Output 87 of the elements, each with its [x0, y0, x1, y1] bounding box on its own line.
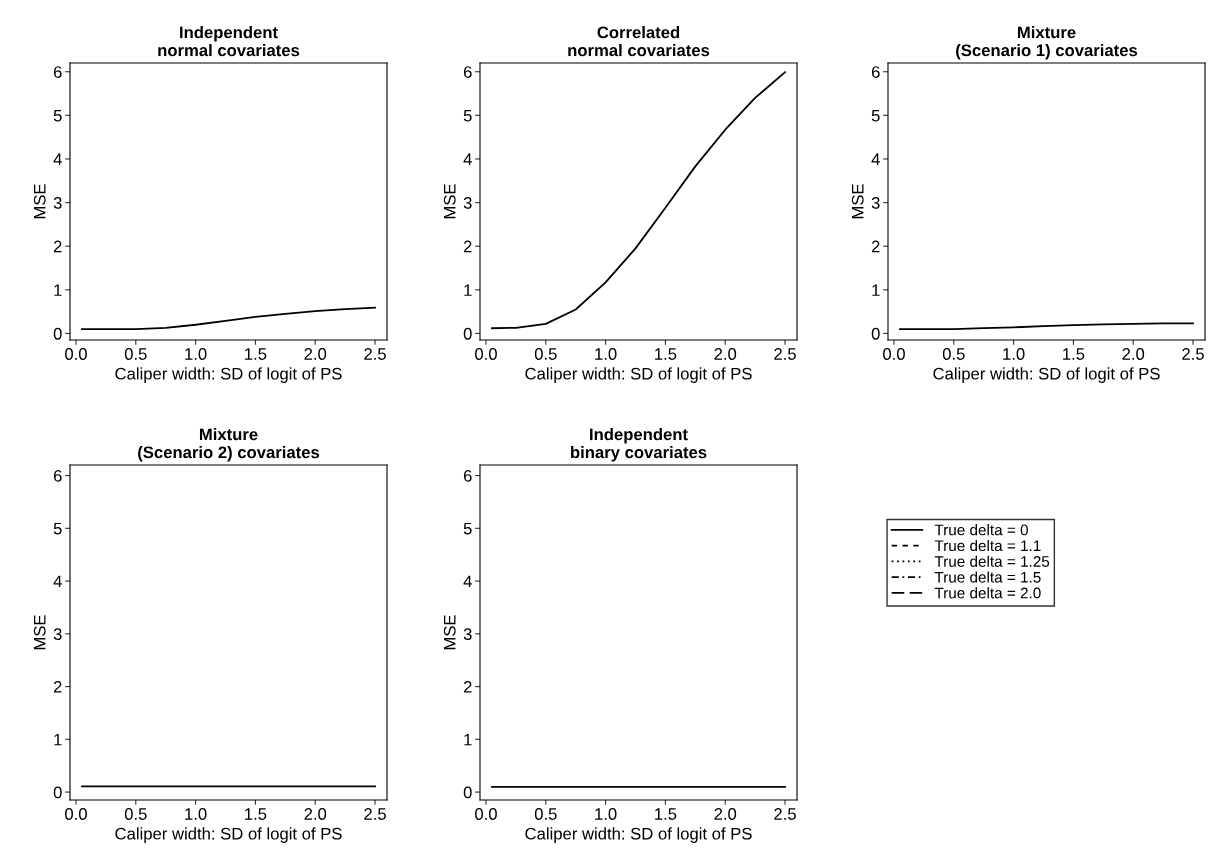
- x-tick-label: 0.0: [65, 348, 87, 360]
- x-axis-title: Caliper width: SD of logit of PS: [115, 367, 342, 383]
- y-tick-label: 0: [871, 327, 880, 340]
- legend-label: True delta = 1.5: [934, 571, 1041, 583]
- x-tick-label: 2.5: [364, 808, 386, 820]
- y-tick-label: 3: [53, 196, 62, 209]
- y-tick-label: 6: [871, 66, 880, 78]
- chart-title: Independent binary covariates: [571, 428, 707, 462]
- x-tick-label: 1.0: [1003, 348, 1025, 360]
- x-tick-label: 1.0: [185, 808, 207, 820]
- x-tick-label: 1.5: [1063, 348, 1085, 360]
- chart-title: Mixture (Scenario 2) covariates: [138, 428, 320, 462]
- x-axis-title: Caliper width: SD of logit of PS: [525, 827, 752, 843]
- y-tick-label: 1: [464, 284, 472, 296]
- x-tick-label: 2.5: [774, 348, 796, 360]
- y-tick-label: 4: [53, 153, 62, 166]
- y-axis-title: MSE: [33, 184, 46, 219]
- x-tick-label: 0.5: [534, 808, 557, 820]
- y-tick-label: 6: [463, 469, 472, 482]
- y-tick-label: 4: [463, 575, 472, 588]
- x-tick-label: 2.0: [714, 348, 737, 360]
- y-tick-label: 3: [463, 196, 472, 209]
- x-tick-label: 0.5: [124, 348, 147, 360]
- y-tick-label: 2: [871, 240, 880, 253]
- line-series: [81, 306, 376, 330]
- x-tick-label: 0.0: [65, 808, 87, 820]
- x-axis-title: Caliper width: SD of logit of PS: [933, 367, 1160, 383]
- x-tick-label: 1.5: [655, 348, 677, 360]
- y-tick-label: 5: [53, 522, 62, 535]
- x-axis-title: Caliper width: SD of logit of PS: [525, 367, 752, 383]
- x-tick-label: 0.5: [534, 348, 557, 360]
- x-tick-label: 1.0: [595, 808, 617, 820]
- x-tick-label: 2.0: [304, 348, 327, 360]
- legend-label: True delta = 1.25: [934, 555, 1050, 567]
- y-tick-label: 5: [871, 109, 880, 122]
- x-axis-title: Caliper width: SD of logit of PS: [115, 827, 342, 843]
- x-tick-label: 2.0: [1122, 348, 1145, 360]
- chart-title: Independent normal covariates: [158, 26, 300, 57]
- y-axis-title: MSE: [33, 615, 46, 650]
- y-axis-title: MSE: [443, 615, 456, 650]
- y-axis-title: MSE: [851, 184, 864, 219]
- y-tick-label: 1: [54, 284, 62, 296]
- y-tick-label: 1: [54, 733, 62, 746]
- y-tick-label: 1: [464, 733, 472, 746]
- y-tick-label: 6: [463, 66, 472, 78]
- legend-label: True delta = 1.1: [934, 539, 1041, 552]
- y-tick-label: 4: [463, 153, 472, 166]
- y-tick-label: 0: [463, 327, 472, 340]
- y-tick-label: 4: [53, 575, 62, 588]
- chart-title: Mixture (Scenario 1) covariates: [956, 26, 1138, 60]
- y-tick-label: 5: [463, 109, 472, 122]
- x-tick-label: 0.0: [475, 348, 497, 360]
- x-tick-label: 0.5: [942, 348, 965, 360]
- y-tick-label: 1: [872, 284, 880, 296]
- x-tick-label: 0.0: [475, 808, 497, 820]
- y-tick-label: 0: [53, 327, 62, 340]
- y-tick-label: 2: [53, 680, 62, 693]
- y-tick-label: 6: [53, 66, 62, 78]
- x-tick-label: 2.5: [774, 808, 796, 820]
- y-tick-label: 0: [53, 786, 62, 799]
- chart-title: Correlated normal covariates: [568, 26, 710, 57]
- x-tick-label: 1.0: [185, 348, 207, 360]
- x-tick-label: 2.0: [714, 808, 737, 820]
- x-tick-label: 1.0: [595, 348, 617, 360]
- y-tick-label: 5: [463, 522, 472, 535]
- y-tick-label: 3: [463, 628, 472, 641]
- x-tick-label: 2.0: [304, 808, 327, 820]
- x-tick-label: 1.5: [655, 808, 677, 820]
- y-tick-label: 4: [871, 153, 880, 166]
- y-tick-label: 3: [53, 628, 62, 641]
- y-axis-title: MSE: [443, 184, 456, 219]
- x-tick-label: 1.5: [245, 348, 267, 360]
- y-tick-label: 2: [463, 680, 472, 693]
- y-tick-label: 2: [53, 240, 62, 253]
- y-tick-label: 6: [53, 469, 62, 482]
- x-tick-label: 0.5: [124, 808, 147, 820]
- line-series: [491, 71, 786, 330]
- y-tick-label: 0: [463, 786, 472, 799]
- x-tick-label: 2.5: [1182, 348, 1204, 360]
- legend-label: True delta = 2.0: [934, 587, 1041, 599]
- y-tick-label: 5: [53, 109, 62, 122]
- y-tick-label: 2: [463, 240, 472, 253]
- x-tick-label: 2.5: [364, 348, 386, 360]
- x-tick-label: 0.0: [883, 348, 905, 360]
- y-tick-label: 3: [871, 196, 880, 209]
- legend-label: True delta = 0: [934, 524, 1028, 536]
- x-tick-label: 1.5: [245, 808, 267, 820]
